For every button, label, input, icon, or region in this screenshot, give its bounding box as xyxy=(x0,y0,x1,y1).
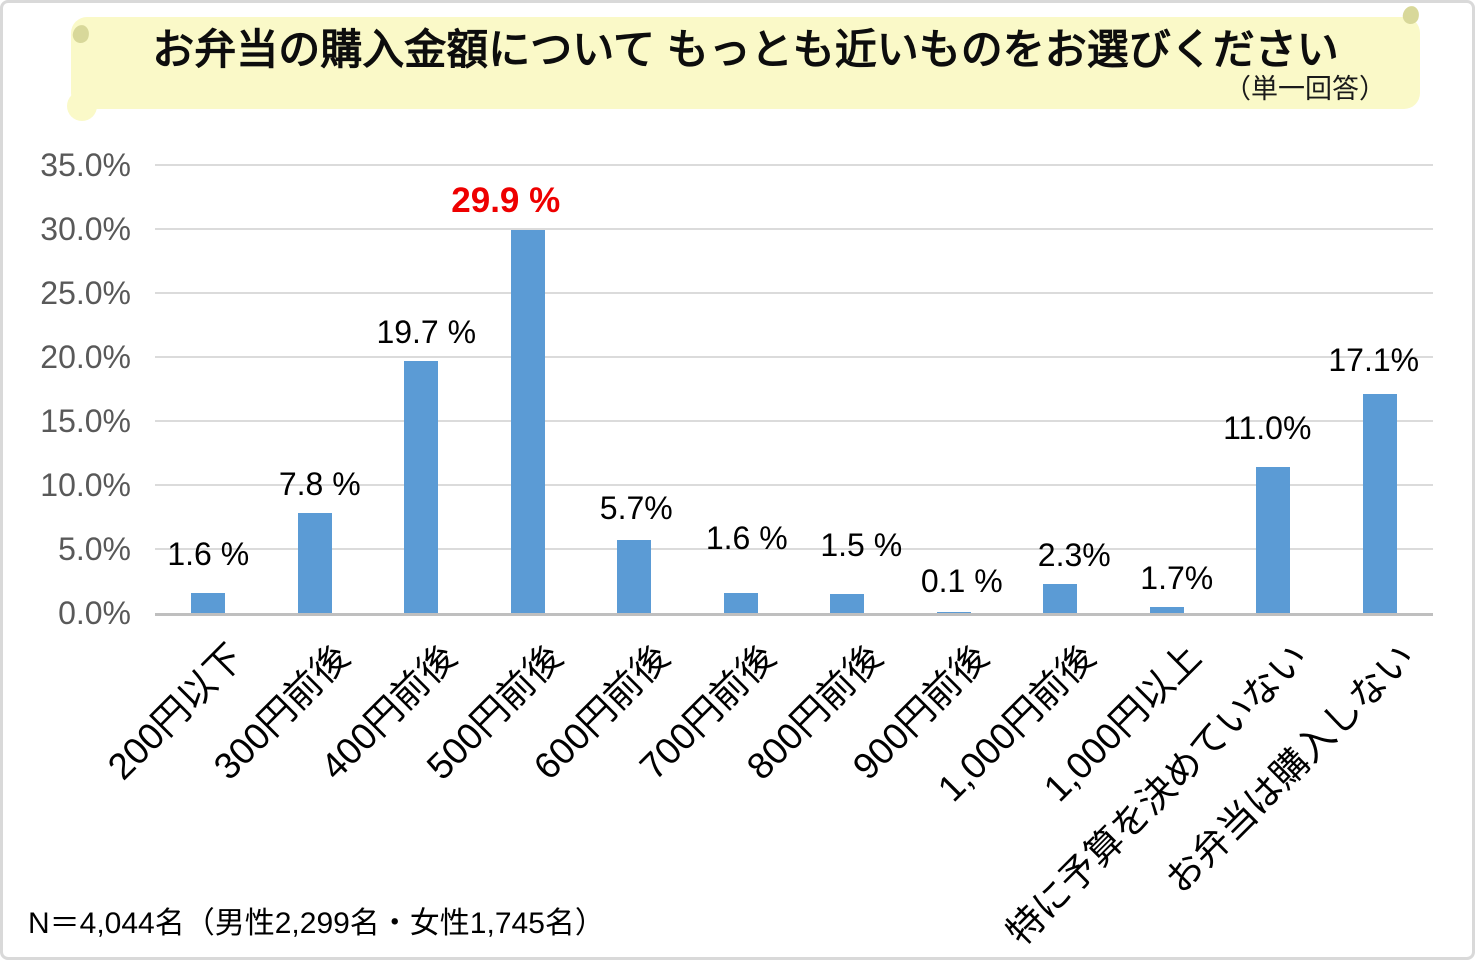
y-axis-tick: 5.0% xyxy=(58,531,131,567)
bar xyxy=(617,540,652,613)
bar xyxy=(404,360,439,613)
gridline xyxy=(155,164,1433,166)
chart-card: お弁当の購入金額について もっとも近いものをお選びください （単一回答） 35.… xyxy=(0,0,1475,960)
chart-title: お弁当の購入金額について もっとも近いものをお選びください xyxy=(152,26,1339,73)
gridline xyxy=(155,548,1433,550)
bar xyxy=(830,593,865,613)
bar xyxy=(1043,583,1078,613)
bar xyxy=(1362,394,1397,613)
gridline xyxy=(155,292,1433,294)
title-banner: お弁当の購入金額について もっとも近いものをお選びください （単一回答） xyxy=(71,17,1420,109)
gridline xyxy=(155,228,1433,230)
gridline xyxy=(155,420,1433,422)
y-axis-tick: 25.0% xyxy=(40,275,131,311)
bar xyxy=(936,611,971,613)
sample-size-note: N＝4,044名（男性2,299名・女性1,745名） xyxy=(28,907,605,940)
x-axis-line xyxy=(155,613,1433,616)
answer-type-note: （単一回答） xyxy=(1224,74,1386,104)
y-axis-tick: 0.0% xyxy=(58,595,131,631)
bar-value-label: 29.9 % xyxy=(451,181,561,221)
bar xyxy=(1256,467,1291,613)
bar xyxy=(723,592,758,613)
y-axis-tick: 10.0% xyxy=(40,467,131,503)
y-axis-tick: 20.0% xyxy=(40,339,131,375)
bar-value-label: 1.6 % xyxy=(167,535,250,572)
bar-value-label: 0.1 % xyxy=(920,562,1003,599)
bar-value-label: 1.5 % xyxy=(820,526,903,563)
bar-value-label: 1.7% xyxy=(1140,559,1214,596)
bar-value-label: 17.1% xyxy=(1328,342,1420,379)
bar-value-label: 11.0% xyxy=(1223,410,1312,447)
bar-value-label: 7.8 % xyxy=(278,466,361,503)
bar-value-label: 1.6 % xyxy=(705,519,788,556)
bar xyxy=(1149,606,1184,613)
bar xyxy=(510,230,545,613)
bar-value-label: 19.7 % xyxy=(376,313,477,350)
y-axis-tick: 30.0% xyxy=(40,211,131,247)
bar xyxy=(297,513,332,613)
gridline xyxy=(155,356,1433,358)
bar-value-label: 5.7% xyxy=(599,490,673,527)
gridline xyxy=(155,484,1433,486)
bar-value-label: 2.3% xyxy=(1037,536,1111,573)
y-axis-tick: 35.0% xyxy=(40,147,131,183)
y-axis-tick: 15.0% xyxy=(40,403,131,439)
bar xyxy=(191,592,226,613)
bar-chart: 35.0% 30.0% 25.0% 20.0% 15.0% 10.0% 5.0% 0.0% 1.… xyxy=(3,3,1479,978)
